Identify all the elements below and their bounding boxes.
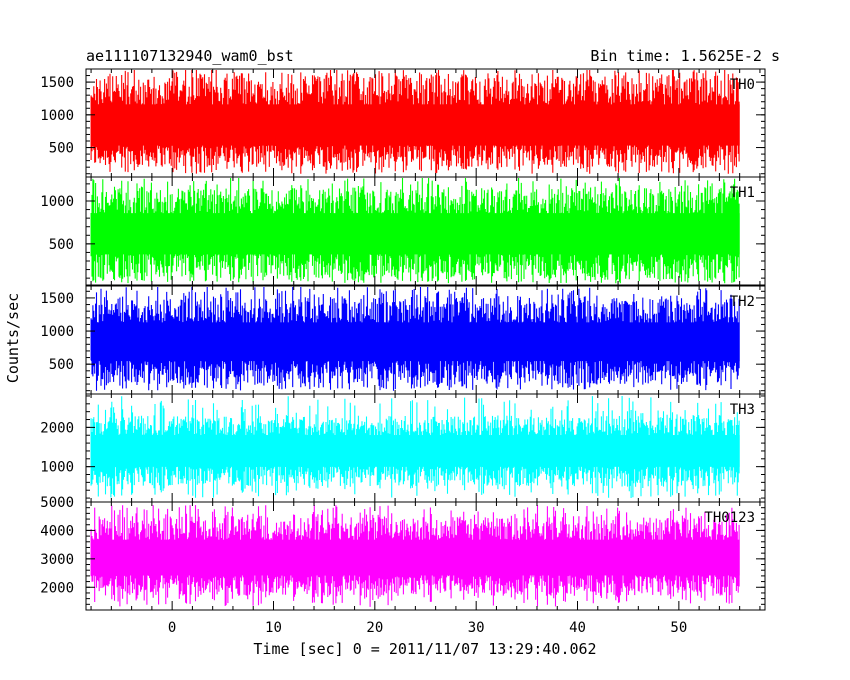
y-tick-label: 1500 (40, 75, 74, 91)
panel-th1: 500 1000 TH1 (40, 176, 766, 286)
x-tick-label: 50 (670, 620, 687, 636)
y-tick-label: 500 (49, 237, 74, 253)
series-core-th1 (91, 213, 740, 255)
panel-name-th3: TH3 (730, 402, 755, 418)
panel-name-th0: TH0 (730, 77, 755, 93)
y-tick-label: 1000 (40, 194, 74, 210)
panel-name-th1: TH1 (730, 185, 755, 201)
y-tick-label: 5000 (40, 495, 74, 511)
panel-frame (85, 176, 766, 286)
series-core-th2 (91, 322, 740, 362)
panel-name-th0123: TH0123 (704, 510, 755, 526)
panel-name-th2: TH2 (730, 294, 755, 310)
panel-th2: 500 1000 1500 TH2 (40, 285, 766, 395)
y-tick-label: 1500 (40, 291, 74, 307)
y-tick-label: 500 (49, 141, 74, 157)
x-tick-label: 10 (265, 620, 282, 636)
panel-th0: 500 1000 1500 TH0 (40, 68, 766, 178)
x-tick-label: 40 (569, 620, 586, 636)
series-core-th3 (91, 435, 740, 467)
chart-title: ae111107132940_wam0_bst (86, 47, 294, 65)
series-core-th0123 (91, 539, 740, 576)
y-tick-label: 1000 (40, 324, 74, 340)
panel-frame (85, 501, 766, 611)
y-tick-label: 3000 (40, 552, 74, 568)
x-tick-label: 20 (366, 620, 383, 636)
y-tick-label: 2000 (40, 420, 74, 436)
x-tick-label: 30 (468, 620, 485, 636)
panel-th0123: 2000 3000 4000 5000 TH0123 (40, 495, 766, 611)
x-tick-label: 0 (168, 620, 176, 636)
y-tick-label: 4000 (40, 523, 74, 539)
bin-time-label: Bin time: 1.5625E-2 s (590, 47, 780, 65)
y-tick-label: 1000 (40, 108, 74, 124)
x-axis-label: Time [sec] 0 = 2011/11/07 13:29:40.062 (253, 640, 596, 658)
panel-th3: 1000 2000 TH3 (40, 393, 766, 503)
y-tick-label: 1000 (40, 460, 74, 476)
series-core-th0 (91, 104, 740, 146)
y-tick-label: 500 (49, 357, 74, 373)
y-axis-label: Counts/sec (4, 293, 22, 383)
y-tick-label: 2000 (40, 580, 74, 596)
